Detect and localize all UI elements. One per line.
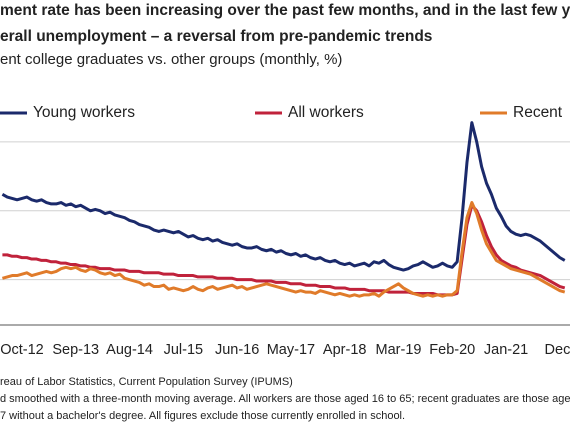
series-line — [2, 203, 566, 297]
note: 7 without a bachelor's degree. All figur… — [0, 410, 405, 422]
x-tick-label: Oct-12 — [0, 342, 44, 358]
note: reau of Labor Statistics, Current Popula… — [0, 376, 293, 388]
legend-label: Recent — [513, 104, 563, 121]
series-line — [1, 121, 566, 272]
chart-subtitle: ent college graduates vs. other groups (… — [0, 51, 342, 68]
chart-title: erall unemployment – a reversal from pre… — [0, 28, 432, 45]
x-tick-label: May-17 — [267, 342, 315, 358]
x-tick-label: Jun-16 — [215, 342, 259, 358]
x-tick-label: Apr-18 — [323, 342, 367, 358]
x-tick-label: Jul-15 — [164, 342, 204, 358]
legend-label: Young workers — [33, 104, 135, 121]
x-tick-label: Sep-13 — [52, 342, 99, 358]
x-tick-label: Dec- — [545, 342, 570, 358]
x-tick-label: Aug-14 — [106, 342, 153, 358]
x-tick-label: Jan-21 — [484, 342, 528, 358]
series-line — [1, 201, 566, 298]
x-tick-label: Feb-20 — [429, 342, 475, 358]
note: d smoothed with a three-month moving ave… — [0, 393, 570, 405]
chart-title: ment rate has been increasing over the p… — [0, 2, 570, 19]
legend-label: All workers — [288, 104, 364, 121]
x-tick-label: Mar-19 — [376, 342, 422, 358]
